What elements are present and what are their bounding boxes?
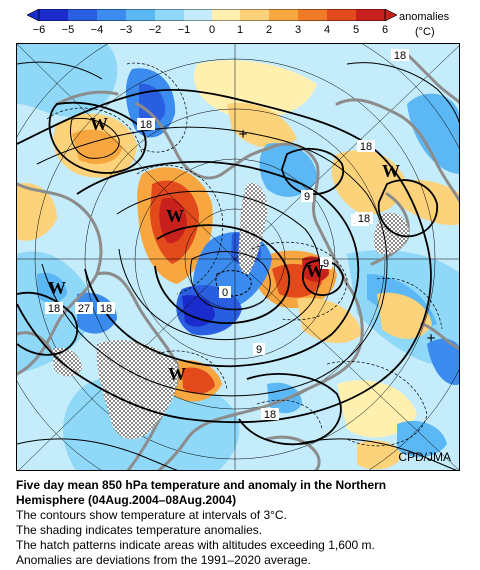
svg-text:18: 18 <box>100 303 112 315</box>
contour-label: 0 <box>219 286 231 299</box>
caption-line: The contours show temperature at interva… <box>16 508 287 522</box>
colorbar-tick: 3 <box>294 24 302 36</box>
colorbar-unit: (°C) <box>415 26 435 38</box>
contour-labels: 18 18 18 9 9 18 0 18 27 18 9 18 18 <box>45 49 409 421</box>
warm-center-marker: W <box>90 114 108 134</box>
cold-center-marker: + <box>238 126 247 143</box>
colorbar-tick: −6 <box>32 24 46 36</box>
svg-text:18: 18 <box>140 119 152 131</box>
colorbar-tick: 1 <box>236 24 244 36</box>
colorbar-tick: 5 <box>352 24 360 36</box>
cold-center-marker: + <box>426 330 435 347</box>
svg-text:18: 18 <box>394 50 406 62</box>
warm-center-marker: W <box>166 206 184 226</box>
svg-text:18: 18 <box>358 213 370 225</box>
colorbar-tick: −1 <box>177 24 191 36</box>
caption-line: The shading indicates temperature anomal… <box>16 523 263 537</box>
contour-label: 9 <box>320 257 332 270</box>
svg-text:18: 18 <box>360 141 372 153</box>
high-terrain <box>52 183 409 440</box>
caption-title-line: Five day mean 850 hPa temperature and an… <box>16 478 387 492</box>
svg-text:9: 9 <box>323 258 329 270</box>
svg-text:0: 0 <box>222 287 228 299</box>
contour-label: 18 <box>357 140 375 153</box>
svg-text:18: 18 <box>264 409 276 421</box>
temperature-contours <box>17 61 459 470</box>
colorbar-tick: 4 <box>323 24 331 36</box>
colorbar-tick: 0 <box>208 24 216 36</box>
contour-label: 9 <box>253 343 265 356</box>
colorbar-tick: 6 <box>381 24 389 36</box>
colorbar-tick: −5 <box>61 24 75 36</box>
zero-anomaly-contours <box>46 62 443 447</box>
polar-map: 18 18 18 9 9 18 0 18 27 18 9 18 18 W W W… <box>16 43 460 471</box>
caption-line: The hatch patterns indicate areas with a… <box>16 538 375 552</box>
map-canvas: 18 18 18 9 9 18 0 18 27 18 9 18 18 W W W… <box>17 44 459 470</box>
anomaly-colorbar <box>27 9 397 21</box>
figure-caption: Five day mean 850 hPa temperature and an… <box>16 478 466 568</box>
warm-center-marker: W <box>168 364 186 384</box>
contour-label: 18 <box>45 302 63 315</box>
svg-text:27: 27 <box>78 303 90 315</box>
svg-text:9: 9 <box>256 344 262 356</box>
warm-center-marker: W <box>48 278 66 298</box>
contour-label: 18 <box>137 118 155 131</box>
svg-text:9: 9 <box>304 191 310 203</box>
contour-label: 18 <box>97 302 115 315</box>
colorbar-title: anomalies <box>399 11 450 23</box>
map-credit: CPD/JMA <box>398 450 451 464</box>
colorbar-tick: −4 <box>90 24 104 36</box>
colorbar-tick-labels: −6 −5 −4 −3 −2 −1 0 1 2 3 4 5 6 <box>27 24 397 38</box>
contour-label: 18 <box>261 408 279 421</box>
colorbar-tick: −2 <box>148 24 162 36</box>
warm-center-marker: W <box>306 261 324 281</box>
contour-label: 27 <box>75 302 93 315</box>
contour-label: 18 <box>391 49 409 62</box>
svg-text:18: 18 <box>48 303 60 315</box>
caption-title-line: Hemisphere (04Aug.2004–08Aug.2004) <box>16 493 237 507</box>
colorbar-tick: 2 <box>265 24 273 36</box>
colorbar-left-arrow <box>27 9 40 21</box>
contour-label: 18 <box>355 212 373 225</box>
contour-label: 9 <box>301 190 313 203</box>
colorbar-tick: −3 <box>119 24 133 36</box>
caption-line: Anomalies are deviations from the 1991–2… <box>16 553 311 567</box>
pressure-markers: W W W W W W + + <box>48 114 436 384</box>
colorbar-right-arrow <box>384 9 397 21</box>
warm-center-marker: W <box>382 161 400 181</box>
